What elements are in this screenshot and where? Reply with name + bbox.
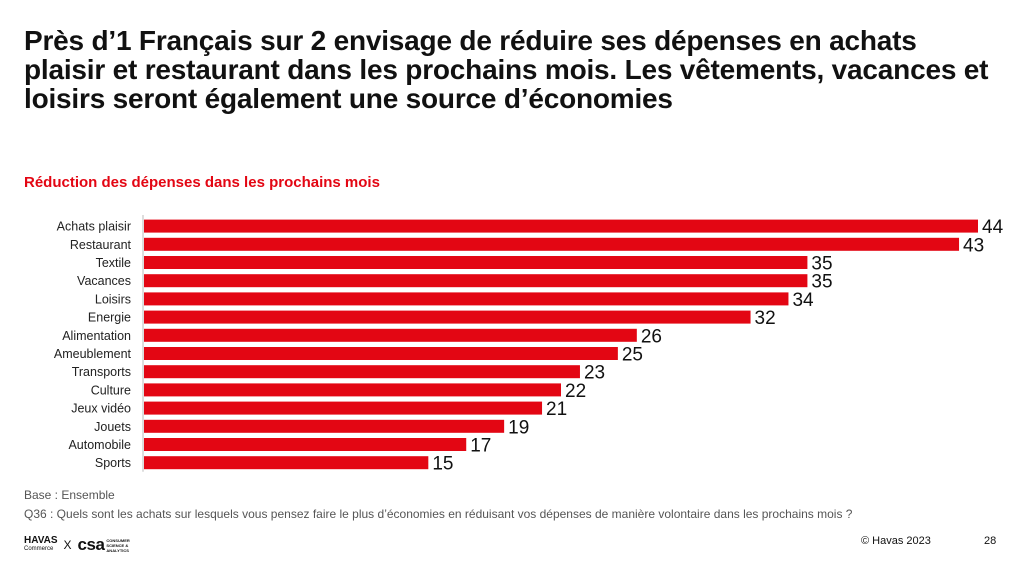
data-label: 17 — [470, 436, 491, 457]
bar — [144, 401, 543, 415]
bar — [144, 274, 808, 288]
data-label: 19 — [508, 417, 529, 438]
category-label: Automobile — [68, 438, 131, 452]
data-label: 26 — [641, 326, 662, 347]
bars-group: Achats plaisir 44 Restaurant 43 Textile 35 Vac… — [54, 217, 1004, 475]
havas-logo: HAVAS Commerce — [24, 536, 58, 554]
bar — [144, 456, 429, 470]
category-label: Alimentation — [62, 329, 131, 343]
category-label: Ameublement — [54, 347, 132, 361]
data-label: 15 — [432, 454, 453, 475]
bar — [144, 328, 637, 342]
bar-chart: Achats plaisir 44 Restaurant 43 Textile 35 Vac… — [54, 215, 1004, 475]
data-label: 34 — [792, 290, 814, 311]
bar — [144, 219, 978, 233]
category-label: Textile — [96, 256, 131, 270]
page-title: Près d’1 Français sur 2 envisage de rédu… — [24, 25, 989, 114]
data-label: 44 — [982, 217, 1004, 238]
data-label: 35 — [811, 254, 832, 275]
category-label: Energie — [88, 311, 131, 325]
bar — [144, 292, 789, 306]
havas-logo-sub: Commerce — [24, 546, 54, 552]
question-note: Q36 : Quels sont les achats sur lesquels… — [24, 507, 853, 521]
logo-separator: X — [63, 538, 72, 552]
category-label: Achats plaisir — [57, 220, 131, 234]
copyright: © Havas 2023 — [861, 535, 931, 547]
bar — [144, 237, 960, 251]
category-label: Sports — [95, 456, 131, 470]
category-label: Restaurant — [70, 238, 132, 252]
havas-logo-text: HAVAS — [24, 535, 58, 546]
bar — [144, 310, 751, 324]
bar — [144, 347, 618, 360]
category-label: Loisirs — [95, 292, 131, 306]
category-label: Jeux vidéo — [71, 402, 131, 416]
data-label: 22 — [565, 381, 586, 402]
data-label: 25 — [622, 345, 643, 366]
category-label: Transports — [72, 365, 131, 379]
data-label: 32 — [755, 308, 776, 329]
page-number: 28 — [984, 535, 997, 547]
data-label: 23 — [584, 363, 605, 384]
bar — [144, 438, 467, 451]
bar — [144, 419, 505, 433]
chart-title: Réduction des dépenses dans les prochain… — [24, 174, 380, 191]
data-label: 43 — [963, 235, 984, 256]
data-label: 35 — [811, 272, 832, 293]
csa-logo-tagline: CONSUMER SCIENCE & ANALYTICS — [106, 537, 130, 553]
csa-logo: csa — [77, 535, 105, 554]
bar — [144, 383, 561, 397]
footer-logos: HAVAS Commerce X csa CONSUMER SCIENCE & … — [24, 535, 136, 555]
bar — [144, 256, 808, 269]
category-label: Culture — [91, 383, 131, 397]
bar — [144, 365, 580, 379]
category-label: Vacances — [77, 274, 131, 288]
data-label: 21 — [546, 399, 567, 420]
base-note: Base : Ensemble — [24, 488, 115, 502]
category-label: Jouets — [94, 420, 131, 434]
